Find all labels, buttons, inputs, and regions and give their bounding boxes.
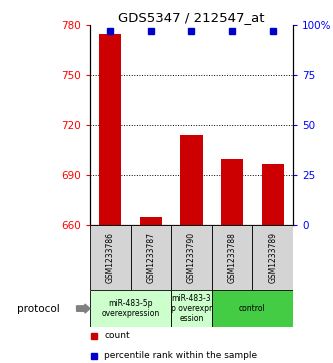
Text: GSM1233788: GSM1233788 xyxy=(227,232,237,283)
Text: GSM1233789: GSM1233789 xyxy=(268,232,277,283)
Text: control: control xyxy=(239,304,266,313)
Bar xyxy=(252,225,293,290)
Text: GSM1233787: GSM1233787 xyxy=(146,232,156,283)
Bar xyxy=(221,159,243,225)
Bar xyxy=(90,290,171,327)
Text: miR-483-5p
overexpression: miR-483-5p overexpression xyxy=(102,299,160,318)
Text: miR-483-3
p overexpr
ession: miR-483-3 p overexpr ession xyxy=(171,294,212,323)
Bar xyxy=(171,290,212,327)
Bar xyxy=(99,34,122,225)
Bar xyxy=(212,225,252,290)
Text: GSM1233790: GSM1233790 xyxy=(187,232,196,283)
Title: GDS5347 / 212547_at: GDS5347 / 212547_at xyxy=(118,11,265,24)
Bar xyxy=(90,225,131,290)
Text: protocol: protocol xyxy=(17,303,59,314)
Bar xyxy=(140,217,162,225)
Bar xyxy=(131,225,171,290)
Bar xyxy=(180,135,203,225)
Bar xyxy=(171,225,212,290)
Text: count: count xyxy=(104,331,130,340)
Text: GSM1233786: GSM1233786 xyxy=(106,232,115,283)
Bar xyxy=(212,290,293,327)
Bar xyxy=(261,163,284,225)
Text: percentile rank within the sample: percentile rank within the sample xyxy=(104,351,257,360)
